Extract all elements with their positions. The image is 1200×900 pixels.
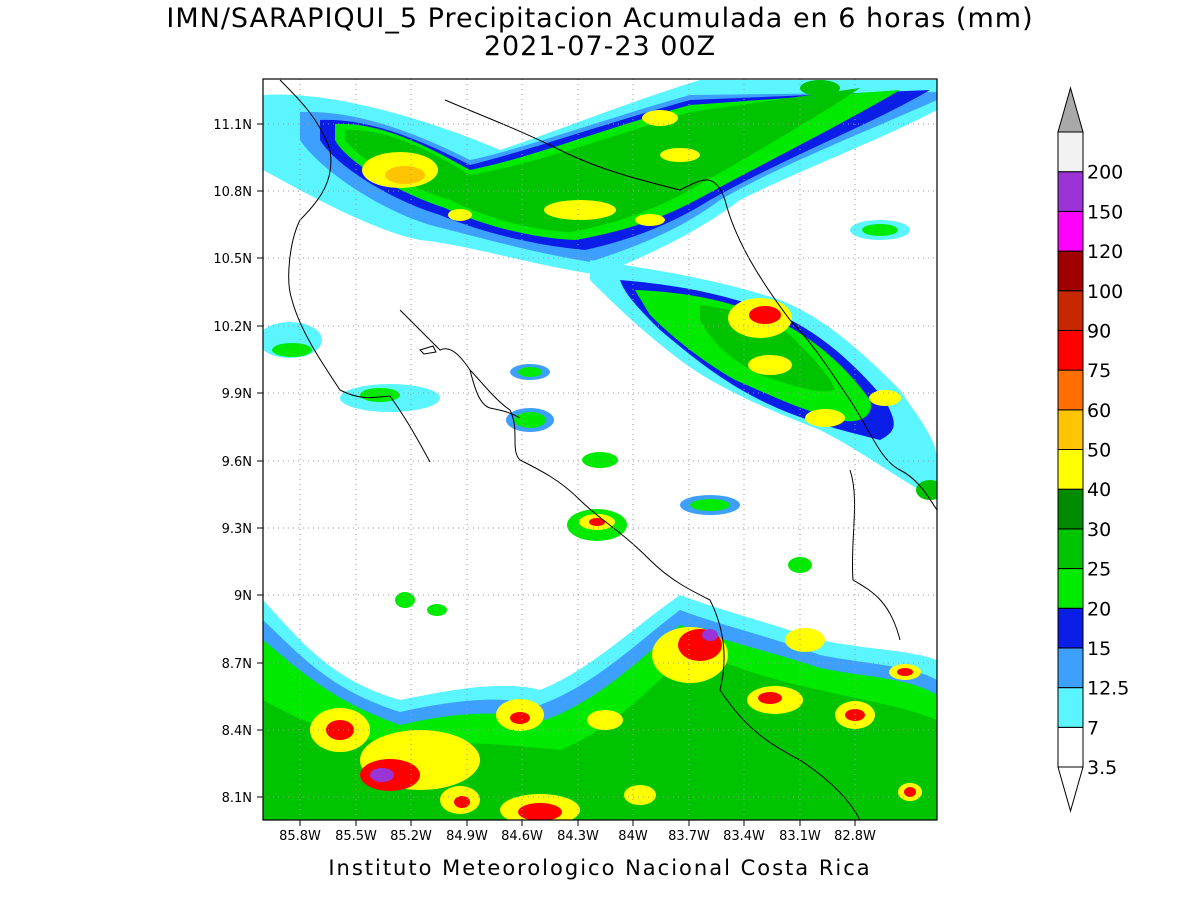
lat-label: 8.1N bbox=[222, 791, 252, 806]
colorbar-swatch bbox=[1057, 171, 1084, 212]
colorbar-label: 7 bbox=[1087, 717, 1099, 739]
colorbar-swatch bbox=[1057, 647, 1084, 689]
lon-label: 84.9W bbox=[446, 829, 488, 844]
lat-label: 10.2N bbox=[213, 320, 252, 335]
colorbar-label: 150 bbox=[1087, 201, 1123, 223]
map-gridlines bbox=[263, 79, 937, 820]
map-datetime: 2021-07-23 00Z bbox=[483, 31, 717, 62]
colorbar-swatch bbox=[1057, 329, 1084, 371]
lon-label: 84W bbox=[618, 829, 648, 844]
colorbar-label: 100 bbox=[1087, 281, 1123, 303]
colorbar-label: 25 bbox=[1087, 559, 1111, 581]
colorbar-label: 90 bbox=[1087, 320, 1111, 342]
colorbar-label: 20 bbox=[1087, 598, 1111, 620]
colorbar-label: 40 bbox=[1087, 479, 1111, 501]
colorbar-top-triangle bbox=[1057, 86, 1084, 133]
lon-label: 83.1W bbox=[779, 829, 821, 844]
colorbar-label: 200 bbox=[1087, 162, 1123, 184]
lon-label: 85.2W bbox=[390, 829, 432, 844]
lon-label: 83.4W bbox=[723, 829, 765, 844]
colorbar-label: 3.5 bbox=[1087, 757, 1117, 779]
lat-label: 10.8N bbox=[213, 185, 252, 200]
map-frame bbox=[262, 78, 938, 821]
lon-label: 84.6W bbox=[501, 829, 543, 844]
latitude-axis: 11.1N 10.8N 10.5N 10.2N 9.9N 9.6N 9.3N 9… bbox=[213, 118, 263, 806]
lon-label: 83.7W bbox=[668, 829, 710, 844]
lon-label: 85.8W bbox=[279, 829, 321, 844]
coastline-outline bbox=[279, 79, 937, 820]
colorbar-swatch bbox=[1057, 449, 1084, 490]
lon-label: 85.5W bbox=[335, 829, 377, 844]
precip-band-south bbox=[263, 595, 937, 820]
lat-label: 8.4N bbox=[222, 724, 252, 739]
colorbar-swatch bbox=[1057, 607, 1084, 649]
precipitation-field bbox=[263, 80, 937, 820]
lat-label: 9.9N bbox=[222, 387, 252, 402]
lat-label: 8.7N bbox=[222, 657, 252, 672]
lat-label: 10.5N bbox=[213, 252, 252, 267]
colorbar-legend: 3.5 7 12.5 15 20 25 30 40 50 60 75 90 100 120 150 200 bbox=[1057, 86, 1129, 813]
lat-label: 11.1N bbox=[213, 118, 252, 133]
colorbar-label: 50 bbox=[1087, 440, 1111, 462]
colorbar-swatch bbox=[1057, 409, 1084, 450]
colorbar-label: 120 bbox=[1087, 241, 1123, 263]
colorbar-swatch bbox=[1057, 726, 1084, 768]
colorbar-swatch bbox=[1057, 131, 1084, 173]
colorbar-swatch bbox=[1057, 369, 1084, 411]
precip-band-north bbox=[263, 80, 937, 275]
credit-text: Instituto Meteorologico Nacional Costa R… bbox=[328, 856, 872, 880]
lat-label: 9.6N bbox=[222, 455, 252, 470]
colorbar-bottom-triangle bbox=[1057, 766, 1084, 813]
colorbar-label: 15 bbox=[1087, 638, 1111, 660]
longitude-axis: 85.8W 85.5W 85.2W 84.9W 84.6W 84.3W 84W … bbox=[279, 820, 876, 844]
colorbar-label: 12.5 bbox=[1087, 678, 1129, 700]
colorbar-swatch bbox=[1057, 488, 1084, 530]
colorbar-swatch bbox=[1057, 568, 1084, 609]
map-title: IMN/SARAPIQUI_5 Precipitacion Acumulada … bbox=[166, 3, 1034, 34]
lon-label: 82.8W bbox=[834, 829, 876, 844]
colorbar-swatch bbox=[1057, 210, 1084, 252]
precip-band-central bbox=[263, 260, 937, 616]
colorbar-swatch bbox=[1057, 250, 1084, 292]
colorbar-swatch bbox=[1057, 290, 1084, 331]
colorbar-swatch bbox=[1057, 528, 1084, 570]
colorbar-label: 60 bbox=[1087, 400, 1111, 422]
colorbar-label: 75 bbox=[1087, 360, 1111, 382]
lat-label: 9.3N bbox=[222, 522, 252, 537]
colorbar-label: 30 bbox=[1087, 519, 1111, 541]
colorbar-swatch bbox=[1057, 687, 1084, 728]
lon-label: 84.3W bbox=[557, 829, 599, 844]
lat-label: 9N bbox=[234, 589, 252, 604]
